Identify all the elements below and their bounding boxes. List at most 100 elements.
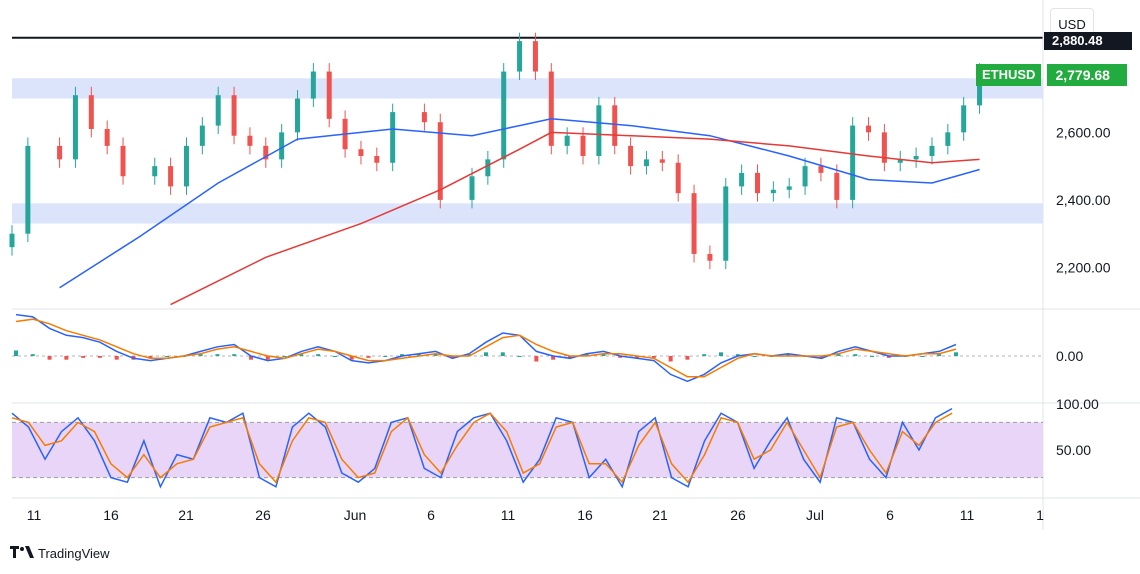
candle-body <box>739 172 745 187</box>
candle-body <box>152 166 158 177</box>
candle-body <box>913 156 919 160</box>
resistance-price-tag: 2,880.48 <box>1044 32 1132 50</box>
candle-body <box>866 125 872 133</box>
macd-histogram-bar <box>719 352 723 356</box>
macd-histogram-bar <box>534 356 539 362</box>
stoch-band <box>12 422 1043 478</box>
candle-body <box>707 253 713 261</box>
macd-histogram-bar <box>870 356 875 357</box>
macd-histogram-bar <box>836 354 841 356</box>
macd-histogram-bar <box>64 356 69 360</box>
candle-body <box>580 135 586 156</box>
macd-histogram-bar <box>702 354 707 356</box>
macd-histogram-bar <box>467 354 472 356</box>
stoch-d-line <box>11 412 953 484</box>
macd-histogram-bar <box>584 354 589 356</box>
candle-body <box>279 132 285 160</box>
macd-histogram-bar <box>500 352 505 356</box>
macd-tick-label: 0.00 <box>1056 348 1083 364</box>
candle-body <box>72 95 78 160</box>
candle-body <box>802 166 808 187</box>
candle-body <box>850 125 856 200</box>
date-tick-label: 1 <box>1036 507 1044 523</box>
macd-histogram-bar <box>299 354 304 356</box>
stoch-tick-label: 100.00 <box>1056 396 1099 412</box>
candle-body <box>754 172 760 194</box>
last-price-value: 2,779.68 <box>1047 64 1128 86</box>
zone-0 <box>12 78 1043 99</box>
last-price-tag: ETHUSD 2,779.68 <box>976 64 1128 86</box>
price-tick-label: 2,600.00 <box>1056 124 1111 140</box>
candle-body <box>501 71 507 160</box>
macd-histogram-bar <box>601 354 606 356</box>
macd-histogram-bar <box>232 354 237 356</box>
candle-body <box>612 105 618 146</box>
candle-body <box>818 166 824 173</box>
moving-averages <box>59 118 980 306</box>
macd-histogram-bar <box>567 356 572 358</box>
candle-body <box>532 41 538 72</box>
macd-histogram-bar <box>416 354 421 356</box>
macd-histogram-bar <box>349 356 354 360</box>
macd-histogram-bar <box>47 356 52 360</box>
candle-body <box>183 145 189 187</box>
price-tick-label: 2,400.00 <box>1056 192 1111 208</box>
candle-body <box>643 159 649 167</box>
macd-histogram-bar <box>332 356 337 357</box>
candle-body <box>548 71 554 146</box>
date-tick-label: 11 <box>960 507 975 523</box>
candle-body <box>977 71 983 106</box>
ma-fast-line <box>59 118 980 289</box>
macd-histogram-bar <box>618 356 623 358</box>
macd-histogram-bar <box>551 356 556 360</box>
zone-1 <box>12 203 1043 224</box>
candle-body <box>628 145 634 167</box>
candle-body <box>358 149 364 156</box>
macd-histogram-bar <box>735 354 740 356</box>
macd-histogram-bar <box>97 356 102 358</box>
macd-histogram-bar <box>383 356 388 357</box>
candle-body <box>295 98 301 133</box>
candle-body <box>88 95 94 129</box>
candle-body <box>421 112 427 123</box>
macd-histogram-bar <box>635 356 640 358</box>
candle-body <box>469 176 475 200</box>
candle-body <box>25 145 31 234</box>
candle-body <box>231 95 237 136</box>
date-tick-label: 16 <box>577 507 593 523</box>
macd-histogram-bar <box>198 354 203 356</box>
candle-body <box>770 189 776 194</box>
date-tick-label: 21 <box>652 507 668 523</box>
date-tick-label: 11 <box>501 507 516 523</box>
brand-name: TradingView <box>38 545 110 561</box>
pane-separators <box>12 0 1140 530</box>
price-axis[interactable]: 2,200.00 2,400.00 2,600.00 0.00 100.00 50.00 <box>1056 124 1111 458</box>
candle-body <box>564 135 570 146</box>
date-tick-label: 16 <box>103 507 119 523</box>
candle-body <box>897 159 903 163</box>
macd-histogram-bar <box>165 356 170 357</box>
macd-histogram-bar <box>400 354 405 356</box>
candle-body <box>263 145 269 160</box>
currency-text: USD <box>1058 16 1086 32</box>
candle-body <box>723 186 729 261</box>
date-tick-label: 26 <box>255 507 271 523</box>
stoch-tick-label: 50.00 <box>1056 442 1091 458</box>
date-axis[interactable]: 11 16 21 26 Jun 6 11 16 21 26 Jul 6 11 1 <box>27 507 1044 523</box>
candle-body <box>168 166 174 187</box>
macd-histogram-bar <box>282 356 287 357</box>
candle-body <box>247 135 253 146</box>
macd-histogram-bar <box>786 354 791 356</box>
tradingview-logo[interactable]: TradingView <box>10 544 110 562</box>
candle-body <box>199 125 205 146</box>
candle-body <box>675 162 681 194</box>
stochastic-pane <box>11 407 1043 489</box>
candle-body <box>881 132 887 163</box>
candle-body <box>57 145 63 160</box>
macd-histogram-bar <box>366 356 371 358</box>
candle-body <box>9 233 15 248</box>
date-tick-label: 11 <box>27 507 42 523</box>
candle-body <box>691 193 697 254</box>
candle-body <box>326 71 332 119</box>
